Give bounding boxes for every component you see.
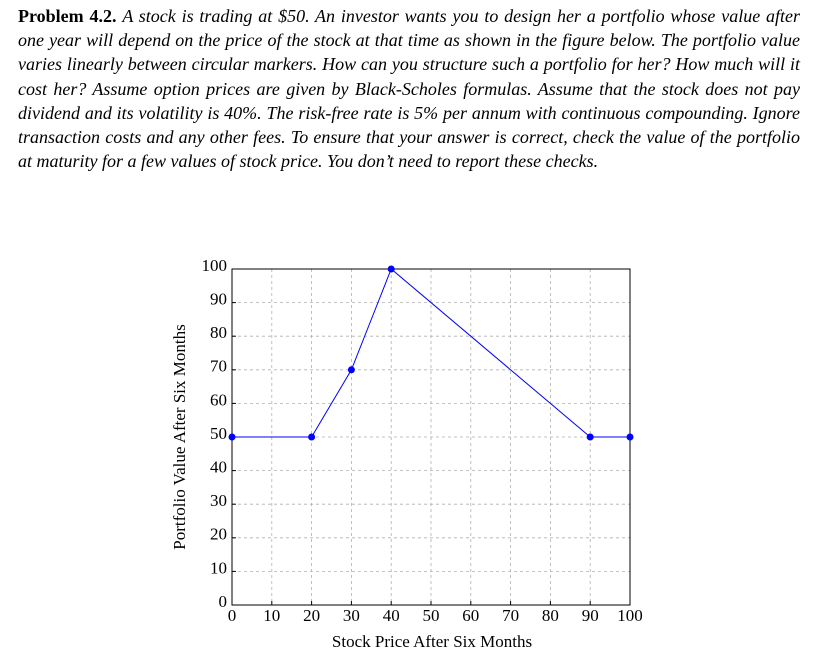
x-tick-label: 20 <box>303 606 320 625</box>
x-tick-label: 100 <box>617 606 643 625</box>
x-tick-label: 80 <box>542 606 559 625</box>
problem-label: Problem 4.2. <box>18 6 117 26</box>
y-tick-label: 90 <box>210 290 227 309</box>
y-tick-label: 100 <box>202 256 228 275</box>
y-tick-label: 10 <box>210 558 227 577</box>
y-tick-label: 20 <box>210 525 227 544</box>
x-tick-label: 60 <box>462 606 479 625</box>
x-tick-label: 30 <box>343 606 360 625</box>
y-tick-label: 30 <box>210 491 227 510</box>
y-axis-label: Portfolio Value After Six Months <box>170 324 189 549</box>
data-point <box>347 366 355 374</box>
x-tick-label: 10 <box>263 606 280 625</box>
data-point <box>387 265 395 273</box>
data-line <box>232 268 630 438</box>
x-tick-label: 50 <box>423 606 440 625</box>
y-tick-label: 60 <box>210 390 227 409</box>
y-tick-label: 80 <box>210 323 227 342</box>
data-point <box>626 433 634 441</box>
problem-statement: Problem 4.2. A stock is trading at $50. … <box>18 4 800 173</box>
x-tick-label: 0 <box>228 606 237 625</box>
x-tick-label: 90 <box>582 606 599 625</box>
data-point <box>586 433 594 441</box>
data-point <box>308 433 316 441</box>
x-axis-label: Stock Price After Six Months <box>332 632 532 651</box>
y-tick-label: 40 <box>210 458 227 477</box>
problem-text: A stock is trading at $50. An investor w… <box>18 6 801 172</box>
x-tick-label: 40 <box>383 606 400 625</box>
data-point <box>228 433 236 441</box>
y-tick-label: 0 <box>219 592 228 611</box>
y-tick-label: 50 <box>210 424 227 443</box>
y-tick-label: 70 <box>210 357 227 376</box>
x-tick-label: 70 <box>502 606 519 625</box>
